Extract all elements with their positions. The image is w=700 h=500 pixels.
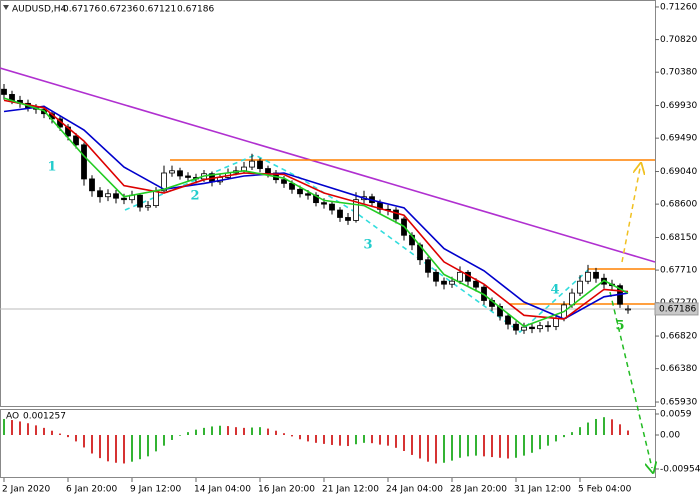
candle-body — [577, 280, 583, 294]
x-tick-label: 9 Jan 12:00 — [130, 485, 182, 495]
candle-body — [393, 209, 399, 220]
candle-body — [81, 144, 87, 180]
candle-body — [529, 326, 535, 330]
candle-body — [329, 203, 335, 211]
x-tick-label: 31 Jan 12:00 — [514, 485, 571, 495]
y-tick-label: 0.69040 — [660, 167, 697, 177]
bullish-arrow — [621, 168, 640, 263]
candle-body — [449, 280, 455, 285]
candle-body — [545, 325, 551, 328]
candle-body — [521, 326, 527, 331]
symbol-icon — [3, 5, 9, 10]
candle-body — [97, 190, 103, 198]
wave-label: 4 — [550, 283, 559, 298]
candle-body — [353, 199, 359, 221]
candle-body — [249, 160, 255, 168]
candle-body — [513, 323, 519, 331]
candle-body — [297, 188, 303, 195]
bearish-arrow — [609, 291, 652, 468]
candle-body — [585, 271, 591, 282]
candle-body — [441, 280, 447, 285]
indicator-name: AO — [6, 412, 19, 422]
ao-y-tick-label: -0.009543 — [660, 464, 700, 474]
x-tick-label: 28 Jan 20:00 — [450, 485, 507, 495]
y-tick-label: 0.69490 — [660, 134, 697, 144]
candle-body — [345, 217, 351, 221]
header-open: 0.67176 — [63, 5, 100, 15]
analysis-drawings — [0, 67, 656, 468]
candle-body — [321, 202, 327, 205]
candle-body — [185, 175, 191, 178]
candle-body — [473, 280, 479, 288]
wave-label: 3 — [363, 238, 372, 253]
header-high: 0.67236 — [101, 5, 138, 15]
candle-body — [457, 271, 463, 282]
candle-body — [257, 160, 263, 169]
moving-average — [3, 105, 629, 320]
x-tick-label: 21 Jan 12:00 — [322, 485, 379, 495]
y-tick-label: 0.66380 — [660, 364, 697, 374]
y-tick-label: 0.66820 — [660, 332, 697, 342]
candle-body — [161, 172, 167, 192]
y-tick-label: 0.67710 — [660, 266, 697, 276]
moving-average — [3, 99, 629, 320]
candle-body — [145, 205, 151, 208]
candle-body — [105, 193, 111, 198]
y-tick-label: 0.65930 — [660, 398, 697, 408]
symbol-label: AUDUSD,H4 — [12, 5, 67, 15]
candle-body — [593, 271, 599, 279]
y-tick-label: 0.70820 — [660, 35, 697, 45]
candle-body — [177, 170, 183, 177]
ao-y-tick-label: 0.0059 — [660, 409, 692, 419]
x-tick-label: 6 Jan 20:00 — [66, 485, 118, 495]
ao-y-tick-label: 0.00 — [660, 430, 680, 440]
candle-body — [265, 168, 271, 174]
candle-body — [121, 197, 127, 201]
moving-average — [3, 97, 629, 328]
candle-body — [337, 209, 343, 218]
candle-body — [305, 193, 311, 196]
candle-body — [89, 178, 95, 192]
current-price-label: 0.67186 — [659, 304, 696, 314]
candle-body — [425, 259, 431, 273]
y-tick-label: 0.68600 — [660, 200, 697, 210]
current-price-box — [654, 302, 699, 316]
header-low: 0.67121 — [139, 5, 176, 15]
header-close: 0.67186 — [177, 5, 214, 15]
candle-body — [113, 193, 119, 199]
trend-line — [0, 67, 656, 263]
candle-body — [153, 190, 159, 207]
candle-body — [169, 170, 175, 174]
candle-body — [137, 194, 143, 208]
y-tick-label: 0.69930 — [660, 101, 697, 111]
x-tick-label: 14 Jan 04:00 — [194, 485, 251, 495]
x-tick-label: 5 Feb 04:00 — [578, 485, 632, 495]
candle-body — [625, 308, 631, 311]
candle-body — [281, 179, 287, 184]
candle-body — [537, 325, 543, 330]
y-tick-label: 0.68150 — [660, 233, 697, 243]
candle-body — [505, 315, 511, 325]
indicator-value: 0.001257 — [23, 412, 66, 422]
candle-body — [73, 135, 79, 146]
wave-label: 5 — [615, 319, 624, 334]
y-tick-label: 0.71260 — [660, 2, 697, 12]
price-panel-frame — [0, 0, 656, 407]
wave-label: 1 — [47, 160, 56, 175]
y-tick-label: 0.70380 — [660, 68, 697, 78]
candle-body — [433, 271, 439, 282]
x-tick-label: 2 Jan 2020 — [2, 485, 50, 495]
wave-path — [124, 154, 589, 334]
candle-body — [1, 88, 7, 95]
candle-body — [553, 317, 559, 327]
x-tick-label: 24 Jan 04:00 — [386, 485, 443, 495]
wave-label: 2 — [190, 189, 199, 204]
x-tick-label: 16 Jan 20:00 — [258, 485, 315, 495]
ao-panel-frame — [0, 409, 656, 478]
